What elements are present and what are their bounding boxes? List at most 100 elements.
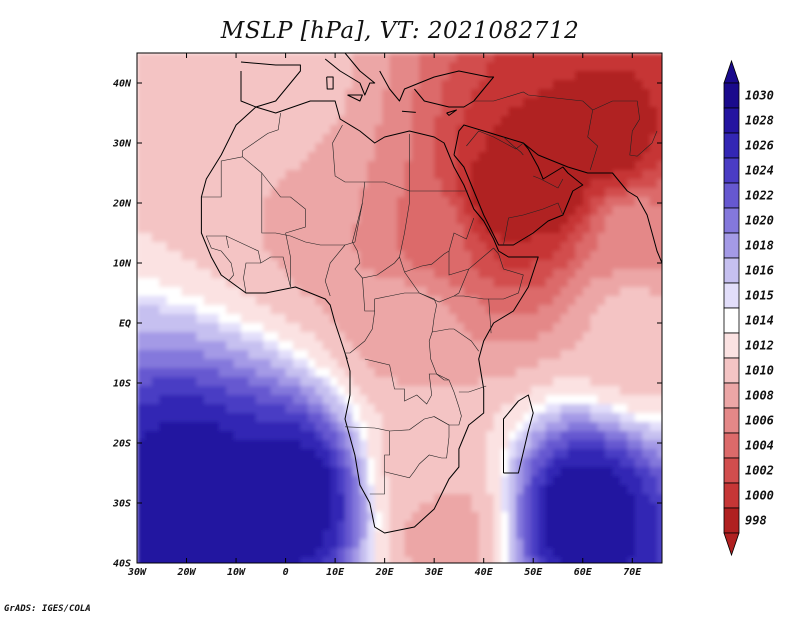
pressure-cell <box>553 323 591 333</box>
pressure-cell <box>478 296 554 306</box>
pressure-cell <box>137 395 160 405</box>
pressure-cell <box>515 521 524 531</box>
colorbar-swatch <box>723 157 740 184</box>
pressure-cell <box>352 431 361 441</box>
pressure-cell <box>345 386 361 396</box>
lon-tick-label: 30E <box>424 567 444 578</box>
pressure-cell <box>203 350 250 360</box>
pressure-cell <box>509 566 517 576</box>
pressure-cell <box>493 539 502 549</box>
pressure-cell <box>315 368 331 378</box>
pressure-cell <box>255 296 316 306</box>
pressure-cell <box>345 476 353 486</box>
pressure-cell <box>501 449 509 459</box>
pressure-cell <box>486 449 502 459</box>
pressure-cell <box>545 467 562 477</box>
pressure-cell <box>486 431 510 441</box>
pressure-cell <box>508 431 517 441</box>
pressure-cell <box>278 341 294 351</box>
pressure-cell <box>137 521 331 531</box>
pressure-cell <box>367 557 376 563</box>
pressure-cell <box>389 548 406 558</box>
pressure-cell <box>352 566 360 576</box>
pressure-cell <box>471 332 539 342</box>
pressure-cell <box>315 422 331 432</box>
pressure-cell <box>389 62 420 72</box>
pressure-cell <box>642 485 658 495</box>
pressure-cell <box>523 467 532 477</box>
pressure-cell <box>575 224 591 234</box>
pressure-cell <box>501 539 509 549</box>
pressure-cell <box>137 107 346 117</box>
pressure-cell <box>501 548 509 558</box>
pressure-cell <box>434 125 458 135</box>
pressure-cell <box>359 503 368 513</box>
pressure-cell <box>315 332 346 342</box>
pressure-cell <box>330 404 346 414</box>
pressure-cell <box>337 377 354 387</box>
colorbar-label: 998 <box>745 514 767 528</box>
pressure-cell <box>478 269 554 279</box>
pressure-cell <box>404 539 480 549</box>
pressure-cell <box>137 152 309 162</box>
pressure-cell <box>657 476 662 486</box>
pressure-cell <box>567 278 591 288</box>
pressure-cell <box>263 206 361 216</box>
colorbar-swatch <box>723 107 740 134</box>
pressure-cell <box>397 377 480 387</box>
pressure-cell <box>337 386 346 396</box>
pressure-cell <box>374 467 383 477</box>
lat-tick-label: 30S <box>112 499 131 510</box>
pressure-cell <box>627 431 643 441</box>
pressure-cell <box>530 458 547 468</box>
pressure-cell <box>203 395 257 405</box>
pressure-cell <box>530 386 621 396</box>
pressure-cell <box>137 557 301 563</box>
pressure-cell <box>315 359 339 369</box>
pressure-cell <box>619 386 662 396</box>
pressure-cell <box>449 62 487 72</box>
pressure-cell <box>360 566 368 576</box>
pressure-cell <box>137 224 264 234</box>
pressure-cell <box>374 458 383 468</box>
pressure-cell <box>538 494 547 504</box>
pressure-cell <box>270 188 361 198</box>
pressure-cell <box>137 431 145 441</box>
border-25 <box>473 91 598 171</box>
pressure-cell <box>322 404 331 414</box>
pressure-cell <box>367 512 376 522</box>
pressure-cell <box>137 359 235 369</box>
pressure-cell <box>553 458 621 468</box>
pressure-cell <box>278 377 302 387</box>
pressure-cell <box>367 539 376 549</box>
pressure-cell <box>137 206 264 216</box>
pressure-cell <box>404 278 450 288</box>
pressure-cell <box>330 494 346 504</box>
pressure-cell <box>582 233 599 243</box>
pressure-cell <box>330 413 339 423</box>
pressure-cell <box>605 197 636 207</box>
pressure-cell <box>590 215 606 225</box>
pressure-cell <box>389 521 406 531</box>
pressure-cell <box>300 323 339 333</box>
pressure-cell <box>330 449 339 459</box>
lat-tick-label: EQ <box>119 319 131 330</box>
pressure-cell <box>404 179 443 189</box>
pressure-cell <box>515 539 524 549</box>
pressure-contour-fill <box>137 53 662 576</box>
colorbar-swatch <box>723 82 740 109</box>
pressure-cell <box>367 503 376 513</box>
pressure-cell <box>196 305 227 315</box>
pressure-cell <box>515 467 524 477</box>
pressure-cell <box>137 539 324 549</box>
pressure-cell <box>441 89 472 99</box>
pressure-cell <box>486 485 502 495</box>
pressure-cell <box>196 377 249 387</box>
pressure-cell <box>605 215 662 225</box>
pressure-cell <box>560 557 628 563</box>
pressure-cell <box>494 566 502 576</box>
pressure-cell <box>285 269 376 279</box>
pressure-cell <box>478 80 554 90</box>
pressure-cell <box>530 539 539 549</box>
